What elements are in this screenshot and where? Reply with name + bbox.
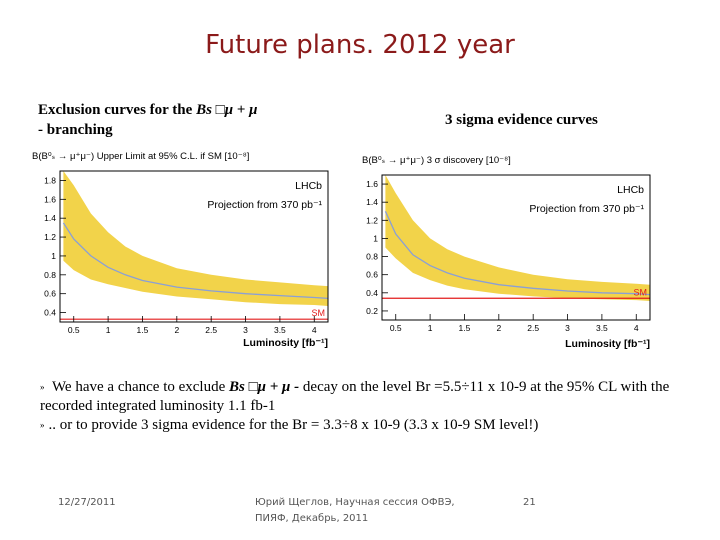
x-axis-label: Luminosity [fb⁻¹] [565, 338, 650, 350]
plot-area [382, 175, 650, 301]
bullet-list: » We have a chance to exclude Bs □μ + μ … [40, 378, 700, 435]
bullet-item: ».. or to provide 3 sigma evidence for t… [40, 416, 700, 435]
x-tick-label: 1 [106, 325, 111, 335]
bullet-text-rest: decay on the level Br =5.5÷11 x 10-9 at … [40, 379, 670, 415]
evidence-chart-svg: B(B⁰ₛ → μ⁺μ⁻) 3 σ discovery [10⁻⁸] SM LHCb… [362, 155, 651, 350]
x-tick-label: 3.5 [274, 325, 286, 335]
y-tick-label: 1.4 [366, 197, 378, 207]
y-tick-label: 1.2 [366, 215, 378, 225]
central-curve [384, 211, 650, 296]
chart-title: B(B⁰ₛ → μ⁺μ⁻) Upper Limit at 95% C.L. if… [32, 151, 249, 162]
x-tick-label: 3.5 [596, 323, 608, 333]
left-caption-text-2: - branching [38, 122, 113, 138]
y-tick-label: 1 [373, 233, 378, 243]
evidence-chart: B(B⁰ₛ → μ⁺μ⁻) 3 σ discovery [10⁻⁸] SM LHCb… [360, 150, 670, 355]
y-tick-label: 0.6 [366, 270, 378, 280]
y-tick-label: 1.6 [366, 179, 378, 189]
slide-title: Future plans. 2012 year [205, 30, 515, 60]
sm-label: SM [634, 287, 648, 297]
plot-area [60, 171, 328, 320]
footer-page-number: 21 [523, 497, 536, 508]
bullet-formula: Bs □μ + μ - [229, 379, 300, 395]
footer-event-line2: ПИЯФ, Декабрь, 2011 [255, 513, 369, 524]
bullet-text: .. or to provide 3 sigma evidence for th… [48, 417, 539, 434]
bullet-item: » We have a chance to exclude Bs □μ + μ … [40, 378, 700, 416]
y-tick-label: 0.8 [44, 270, 56, 280]
projection-label: Projection from 370 pb⁻¹ [529, 203, 644, 215]
y-tick-label: 0.2 [366, 306, 378, 316]
x-tick-label: 1.5 [137, 325, 149, 335]
x-tick-label: 0.5 [390, 323, 402, 333]
left-caption-text: Exclusion curves for the [38, 102, 197, 118]
x-tick-label: 4 [312, 325, 317, 335]
lhcb-label: LHCb [617, 184, 644, 196]
uncertainty-band [63, 171, 328, 306]
exclusion-chart: B(B⁰ₛ → μ⁺μ⁻) Upper Limit at 95% C.L. if… [30, 146, 340, 356]
x-tick-label: 2 [174, 325, 179, 335]
y-tick-label: 1.6 [44, 194, 56, 204]
sm-label: SM [312, 308, 326, 318]
y-tick-label: 0.6 [44, 289, 56, 299]
x-tick-label: 2.5 [205, 325, 217, 335]
bullet-marker: » [40, 420, 45, 431]
y-tick-label: 0.8 [366, 252, 378, 262]
uncertainty-band [385, 175, 650, 301]
central-curve [62, 222, 328, 300]
plot-frame [59, 170, 329, 323]
left-caption: Exclusion curves for the Bs □μ + μ - bra… [38, 100, 348, 140]
right-caption: 3 sigma evidence curves [445, 112, 598, 128]
bullet-marker: » [40, 382, 45, 393]
y-tick-label: 1 [51, 251, 56, 261]
x-axis-label: Luminosity [fb⁻¹] [243, 337, 328, 349]
chart-title: B(B⁰ₛ → μ⁺μ⁻) 3 σ discovery [10⁻⁸] [362, 155, 511, 166]
x-tick-label: 1.5 [459, 323, 471, 333]
y-tick-label: 1.8 [44, 175, 56, 185]
plot-frame [381, 174, 651, 321]
x-tick-label: 2 [496, 323, 501, 333]
lhcb-label: LHCb [295, 180, 322, 192]
x-tick-label: 4 [634, 323, 639, 333]
x-tick-label: 3 [243, 325, 248, 335]
left-caption-formula: Bs □μ + μ [196, 102, 258, 118]
exclusion-chart-svg: B(B⁰ₛ → μ⁺μ⁻) Upper Limit at 95% C.L. if… [32, 151, 329, 349]
bullet-text: We have a chance to exclude [48, 379, 230, 395]
x-tick-label: 2.5 [527, 323, 539, 333]
footer-event: Юрий Щеглов, Научная сессия ОФВЭ, ПИЯФ, … [255, 495, 475, 527]
y-tick-label: 0.4 [366, 288, 378, 298]
y-tick-label: 1.4 [44, 213, 56, 223]
footer-date: 12/27/2011 [58, 497, 116, 508]
projection-label: Projection from 370 pb⁻¹ [207, 199, 322, 211]
x-tick-label: 3 [565, 323, 570, 333]
y-tick-label: 0.4 [44, 308, 56, 318]
y-tick-label: 1.2 [44, 232, 56, 242]
footer-event-line1: Юрий Щеглов, Научная сессия ОФВЭ, [255, 497, 455, 508]
x-tick-label: 0.5 [68, 325, 80, 335]
x-tick-label: 1 [428, 323, 433, 333]
